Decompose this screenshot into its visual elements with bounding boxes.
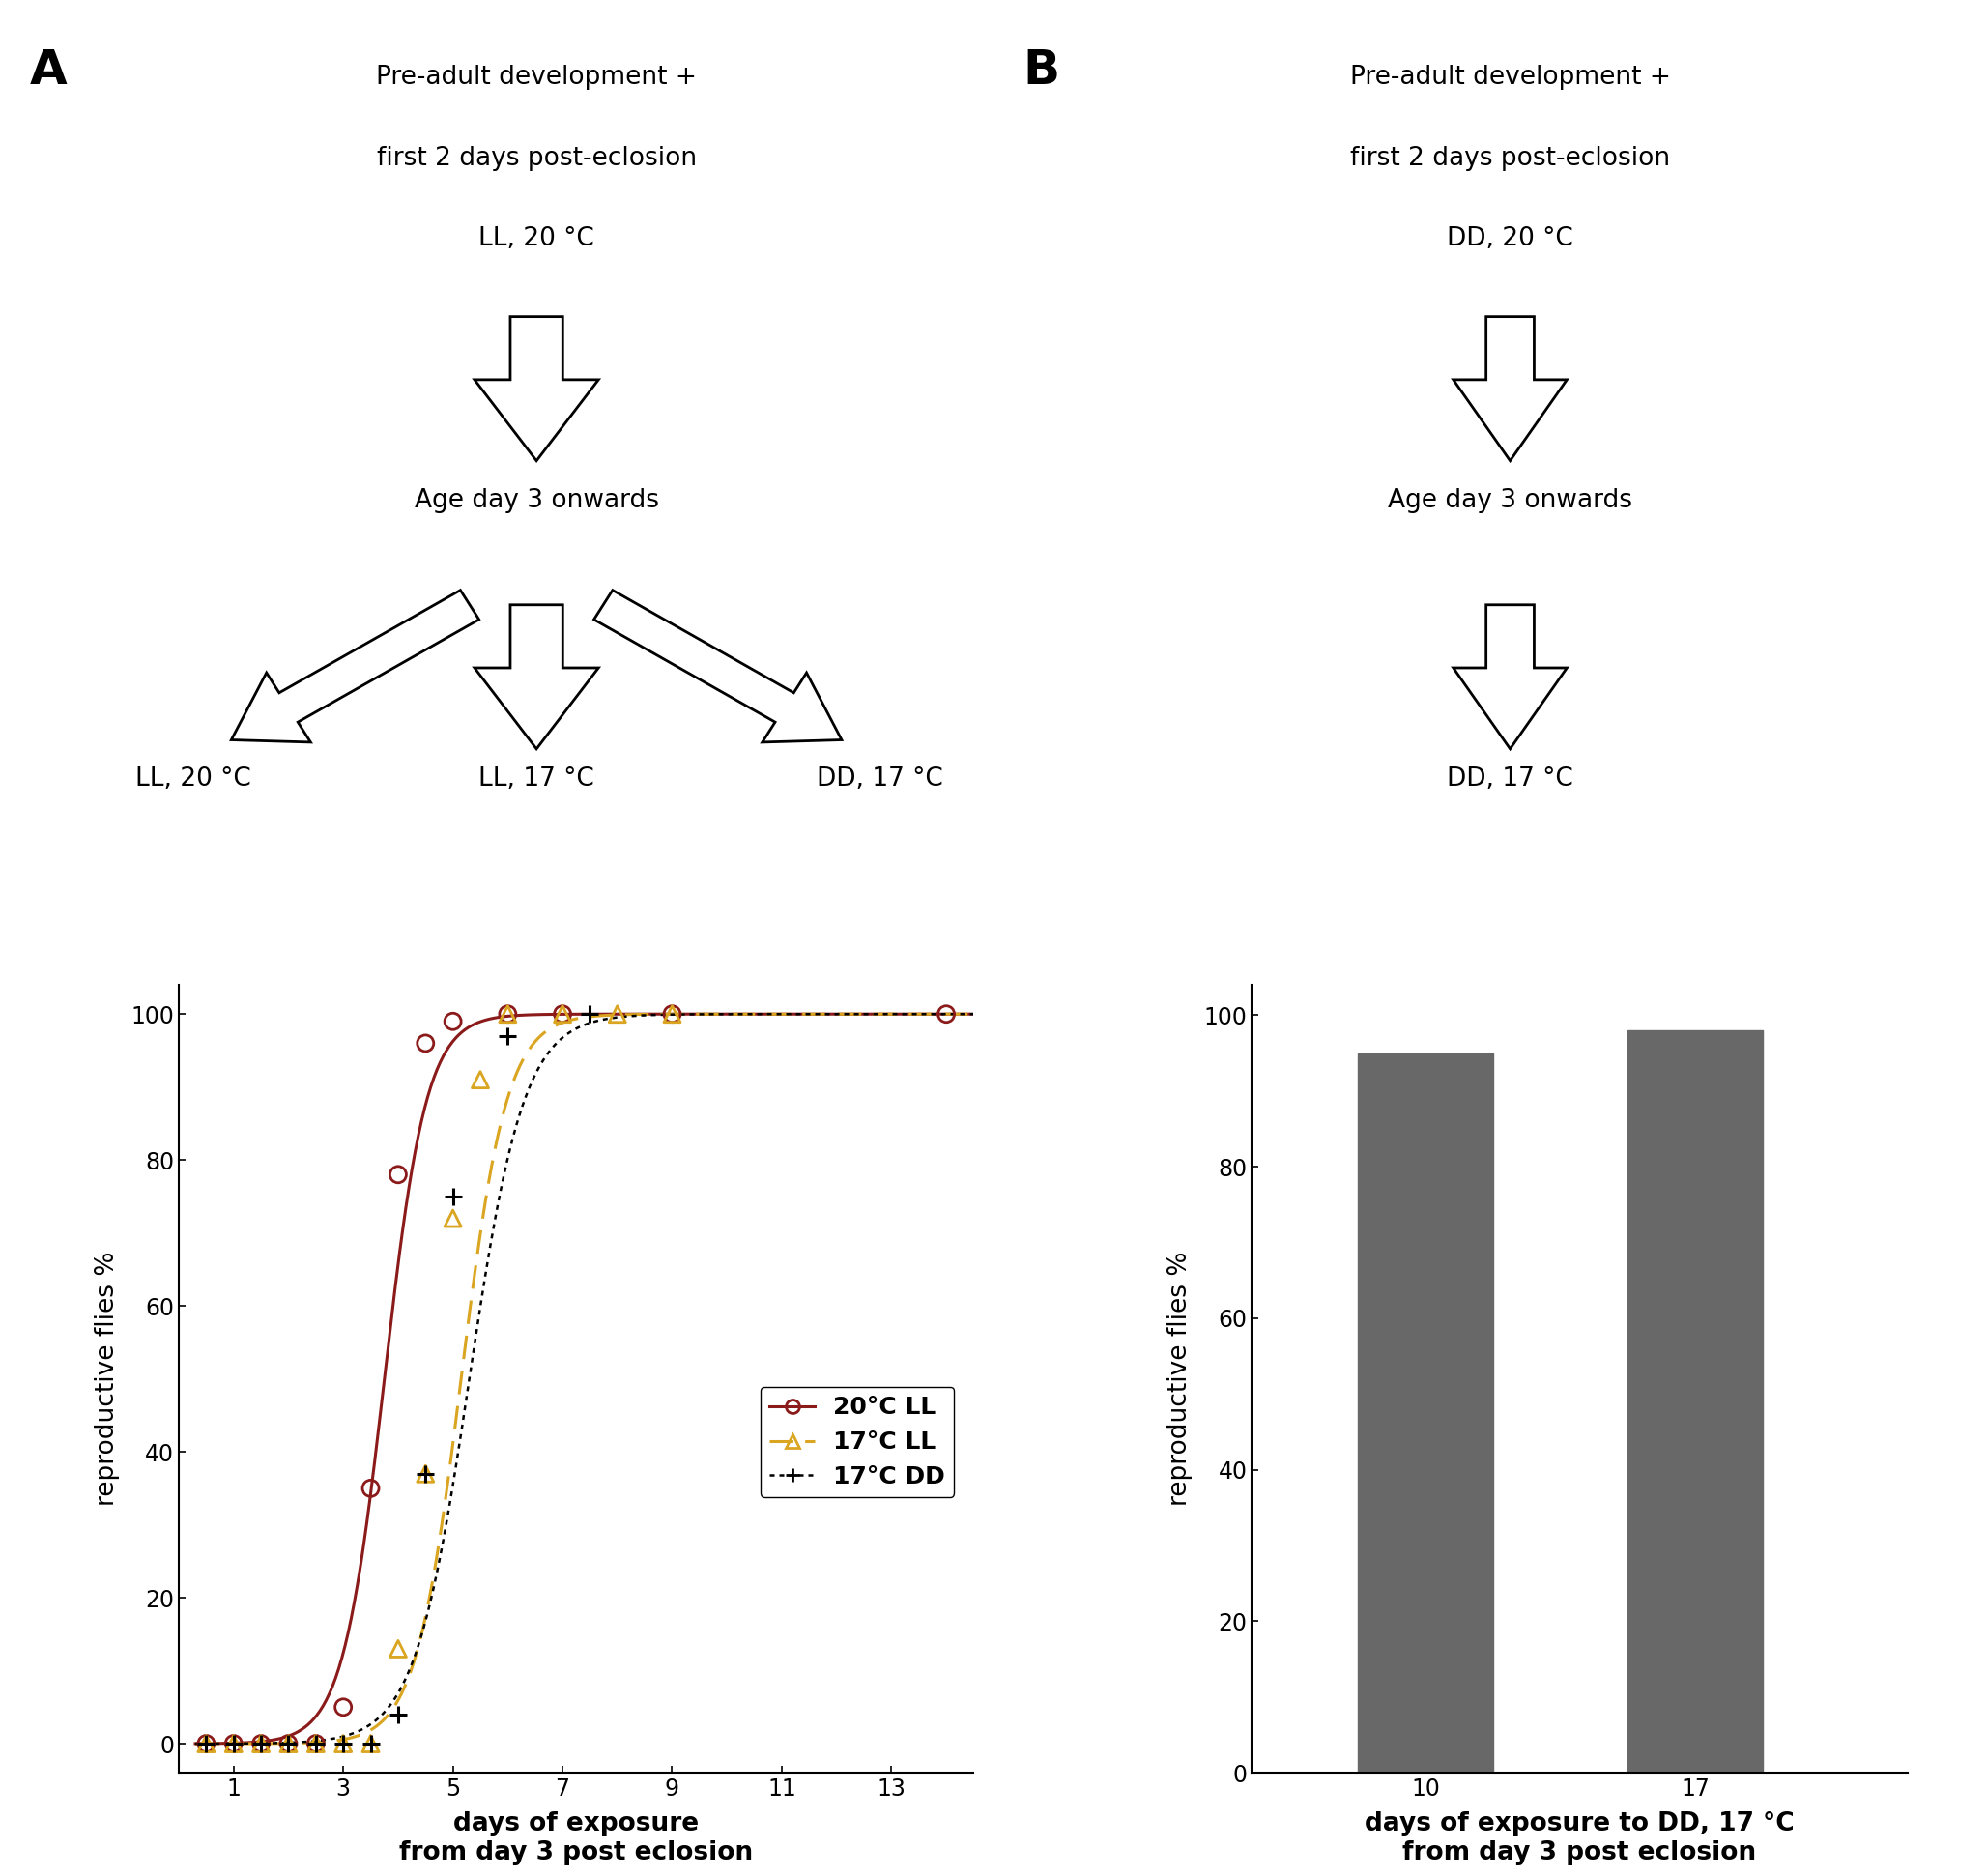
Point xyxy=(300,1728,332,1758)
Point xyxy=(382,1159,413,1189)
Text: DD, 20 °C: DD, 20 °C xyxy=(1447,227,1574,251)
Point xyxy=(356,1728,387,1758)
Point xyxy=(328,1728,360,1758)
Point xyxy=(191,1728,223,1758)
Point xyxy=(465,1066,497,1096)
Point xyxy=(656,1000,688,1030)
Point xyxy=(546,1000,578,1030)
Point xyxy=(272,1728,304,1758)
Text: Age day 3 onwards: Age day 3 onwards xyxy=(413,488,660,512)
Point xyxy=(244,1728,276,1758)
Text: LL, 20 °C: LL, 20 °C xyxy=(479,227,594,251)
Polygon shape xyxy=(1452,317,1568,461)
Point xyxy=(300,1728,332,1758)
Text: LL, 20 °C: LL, 20 °C xyxy=(135,767,250,792)
Point xyxy=(546,1000,578,1030)
Polygon shape xyxy=(594,591,842,743)
Polygon shape xyxy=(1452,604,1568,749)
Polygon shape xyxy=(475,317,598,461)
Polygon shape xyxy=(230,591,479,743)
Point xyxy=(219,1728,250,1758)
Text: A: A xyxy=(30,47,68,94)
Point xyxy=(437,1182,469,1212)
Text: DD, 17 °C: DD, 17 °C xyxy=(817,767,944,792)
Legend: 20°C LL, 17°C LL, 17°C DD: 20°C LL, 17°C LL, 17°C DD xyxy=(761,1386,954,1497)
Point xyxy=(244,1728,276,1758)
Point xyxy=(409,1460,441,1490)
Bar xyxy=(1627,1030,1762,1773)
Point xyxy=(219,1728,250,1758)
X-axis label: days of exposure
from day 3 post eclosion: days of exposure from day 3 post eclosio… xyxy=(399,1812,753,1865)
Text: first 2 days post‑eclosion: first 2 days post‑eclosion xyxy=(376,146,697,171)
Point xyxy=(219,1728,250,1758)
Point xyxy=(356,1728,387,1758)
Point xyxy=(437,1006,469,1036)
Point xyxy=(300,1728,332,1758)
Point xyxy=(409,1028,441,1058)
Point xyxy=(191,1728,223,1758)
Point xyxy=(382,1700,413,1730)
Point xyxy=(574,1000,606,1030)
Text: first 2 days post‑eclosion: first 2 days post‑eclosion xyxy=(1349,146,1671,171)
Point xyxy=(493,1000,525,1030)
Point xyxy=(356,1473,387,1503)
Polygon shape xyxy=(475,604,598,749)
Text: B: B xyxy=(1023,47,1061,94)
Point xyxy=(493,1021,525,1051)
Y-axis label: reproductive flies %: reproductive flies % xyxy=(1168,1251,1192,1506)
Point xyxy=(930,1000,962,1030)
Text: DD, 17 °C: DD, 17 °C xyxy=(1447,767,1574,792)
Text: Age day 3 onwards: Age day 3 onwards xyxy=(1387,488,1633,512)
Point xyxy=(272,1728,304,1758)
Point xyxy=(437,1203,469,1233)
Y-axis label: reproductive flies %: reproductive flies % xyxy=(95,1251,119,1506)
Text: LL, 17 °C: LL, 17 °C xyxy=(479,767,594,792)
Point xyxy=(382,1634,413,1664)
Point xyxy=(409,1460,441,1490)
Point xyxy=(328,1692,360,1722)
Text: Pre-adult development +: Pre-adult development + xyxy=(376,64,697,90)
Point xyxy=(272,1728,304,1758)
Point xyxy=(191,1728,223,1758)
Text: Pre-adult development +: Pre-adult development + xyxy=(1349,64,1671,90)
Bar xyxy=(1357,1052,1492,1773)
Point xyxy=(656,1000,688,1030)
X-axis label: days of exposure to DD, 17 °C
from day 3 post eclosion: days of exposure to DD, 17 °C from day 3… xyxy=(1365,1812,1794,1865)
Point xyxy=(244,1728,276,1758)
Point xyxy=(493,1000,525,1030)
Point xyxy=(602,1000,634,1030)
Point xyxy=(328,1728,360,1758)
